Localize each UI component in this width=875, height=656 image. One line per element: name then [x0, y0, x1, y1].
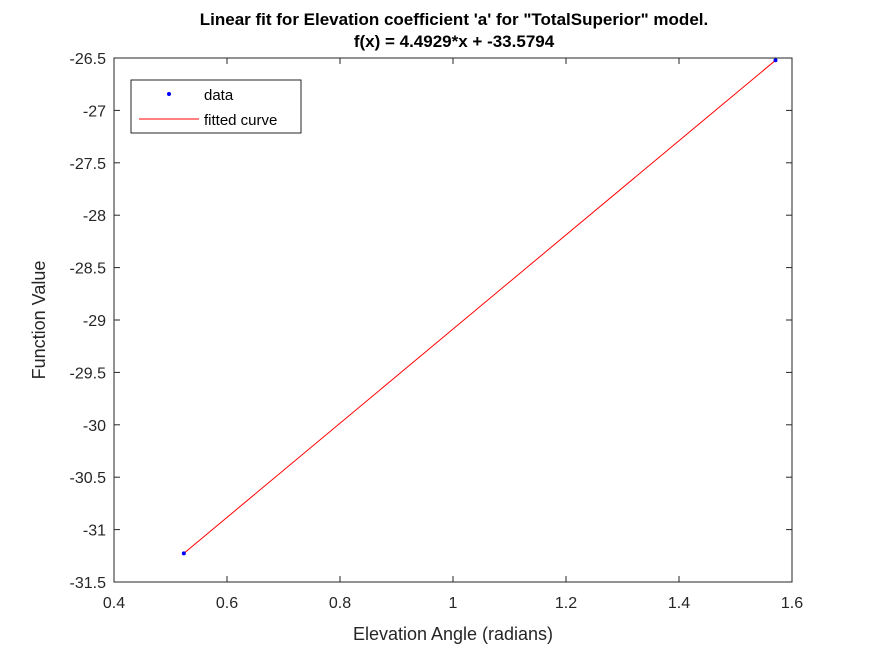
data-point — [773, 58, 778, 63]
x-axis-label: Elevation Angle (radians) — [353, 624, 553, 644]
series-line-fitted-curve — [183, 59, 776, 554]
y-tick-label: -28 — [83, 208, 106, 225]
plot-area — [114, 58, 792, 582]
x-tick-label: 1.6 — [781, 595, 803, 612]
x-tick-label: 0.8 — [329, 595, 351, 612]
legend-box — [130, 79, 302, 134]
y-axis-label: Function Value — [29, 261, 49, 380]
legend-label-data: data — [204, 87, 234, 104]
y-tick-label: -30.5 — [70, 470, 107, 487]
legend: data fitted curve — [130, 79, 302, 134]
data-point — [181, 551, 186, 556]
y-tick-label: -30 — [83, 418, 106, 435]
chart-title: Linear fit for Elevation coefficient 'a'… — [200, 10, 708, 29]
y-tick-label: -29.5 — [70, 365, 107, 382]
y-tick-label: -31.5 — [70, 575, 107, 592]
y-tick-label: -27.5 — [70, 156, 107, 173]
x-tick-label: 1.2 — [555, 595, 577, 612]
y-tick-label: -29 — [83, 313, 106, 330]
legend-label-fitted-curve: fitted curve — [204, 112, 277, 129]
y-tick-label: -26.5 — [70, 51, 107, 68]
y-tick-label: -31 — [83, 523, 106, 540]
x-tick-label: 0.6 — [216, 595, 238, 612]
x-axis-ticks: 0.4 0.6 0.8 1 1.2 1.4 1.6 — [103, 58, 803, 612]
series-layer — [181, 58, 778, 556]
y-tick-label: -28.5 — [70, 261, 107, 278]
x-tick-label: 1.4 — [668, 595, 690, 612]
legend-marker-data — [167, 92, 171, 96]
y-axis-ticks: -31.5 -31 -30.5 -30 -29.5 -29 -28.5 -28 -27.5 -27… — [70, 51, 792, 592]
chart-subtitle: f(x) = 4.4929*x + -33.5794 — [354, 32, 555, 51]
x-tick-label: 0.4 — [103, 595, 125, 612]
x-tick-label: 1 — [449, 595, 458, 612]
y-tick-label: -27 — [83, 103, 106, 120]
